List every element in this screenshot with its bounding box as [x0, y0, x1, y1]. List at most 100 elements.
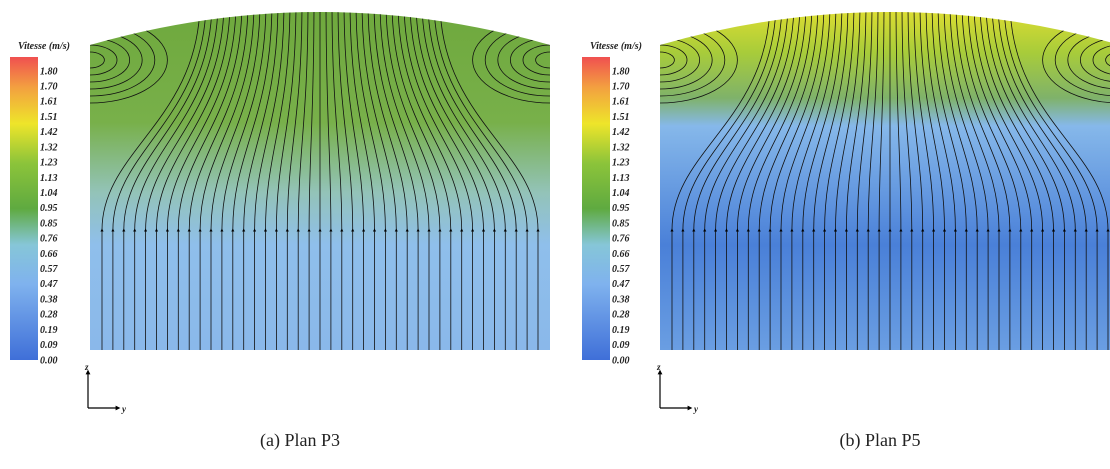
streamline: [263, 12, 291, 350]
streamline: [252, 12, 285, 350]
streamline: [961, 12, 1023, 350]
streamline: [913, 12, 936, 350]
colorbar-tick-label: 0.76: [40, 234, 58, 245]
colorbar-tick-label: 1.42: [612, 127, 630, 138]
streamline: [681, 12, 777, 350]
streamline: [925, 12, 958, 350]
streamline: [209, 12, 261, 350]
colorbar-tick-label: 0.47: [40, 279, 59, 290]
streamline: [176, 12, 243, 350]
colorbar-tick-label: 1.13: [40, 173, 58, 184]
vortex: [660, 44, 688, 76]
streamline: [866, 12, 879, 350]
streamline: [154, 12, 231, 350]
colorbar-tick-label: 1.51: [612, 112, 630, 123]
caption: (b) Plan P5: [840, 430, 921, 451]
streamline: [703, 12, 789, 350]
flow-field: [660, 12, 1110, 350]
streamline: [385, 12, 442, 350]
streamline: [991, 12, 1077, 350]
streamline: [100, 12, 201, 350]
colorbar-tick-label: 1.42: [40, 127, 58, 138]
axis-label: z: [84, 362, 89, 372]
streamline: [713, 12, 795, 350]
colorbar-tick-label: 0.38: [612, 294, 630, 305]
streamline: [670, 12, 771, 350]
flow-field: [90, 12, 550, 350]
streamline: [757, 12, 819, 350]
streamline: [801, 12, 843, 350]
streamline: [931, 12, 968, 350]
streamline: [724, 12, 801, 350]
streamline: [331, 12, 344, 350]
streamline: [367, 12, 409, 350]
streamline: [746, 12, 813, 350]
panel: Vitesse (m/s) 1.80 1.70 1.61 1.51 1.42 1.32 1.2…: [582, 12, 1110, 451]
streamline: [187, 12, 249, 350]
colorbar-tick-label: 0.95: [612, 203, 630, 214]
colorbar-tick-label: 1.61: [40, 97, 58, 108]
streamline: [907, 12, 925, 350]
colorbar-tick-label: 1.32: [40, 142, 58, 153]
streamline: [997, 12, 1088, 350]
colorbar-tick-label: 0.00: [612, 355, 630, 366]
streamline: [895, 12, 903, 350]
streamline: [790, 12, 837, 350]
streamline: [735, 12, 807, 350]
streamline: [242, 12, 279, 350]
streamline: [855, 12, 873, 350]
colorbar-tick-label: 0.28: [40, 310, 58, 321]
streamline: [943, 12, 990, 350]
colorbar-tick-label: 1.80: [612, 66, 630, 77]
streamline: [439, 12, 540, 350]
colorbar-tick-label: 0.66: [40, 249, 58, 260]
streamline: [373, 12, 420, 350]
streamline: [403, 12, 475, 350]
colorbar-tick-label: 1.04: [612, 188, 630, 199]
streamline: [325, 12, 333, 350]
streamline: [409, 12, 486, 350]
streamline: [307, 12, 315, 350]
colorbar: [582, 57, 610, 360]
vortex: [522, 44, 550, 76]
colorbar-title: Vitesse (m/s): [18, 41, 70, 52]
colorbar-tick-label: 1.13: [612, 173, 630, 184]
streamline: [433, 12, 529, 350]
colorbar-tick-label: 0.28: [612, 310, 630, 321]
colorbar-tick-label: 0.76: [612, 234, 630, 245]
velocity-map: [660, 12, 1110, 350]
streamline: [967, 12, 1034, 350]
streamline: [973, 12, 1045, 350]
colorbar-tick-label: 0.09: [40, 340, 58, 351]
streamline: [937, 12, 979, 350]
streamline: [979, 12, 1056, 350]
colorbar-tick-label: 0.57: [612, 264, 631, 275]
streamline: [779, 12, 831, 350]
axis-label: y: [693, 404, 699, 414]
streamline: [343, 12, 366, 350]
streamline: [391, 12, 453, 350]
streamline: [1003, 12, 1099, 350]
colorbar-tick-label: 1.61: [612, 97, 630, 108]
colorbar-tick-label: 0.19: [612, 325, 630, 336]
axis-label: z: [656, 362, 661, 372]
streamline: [1009, 12, 1110, 350]
streamline: [415, 12, 497, 350]
streamline: [337, 12, 355, 350]
vortex: [90, 51, 105, 69]
streamline: [833, 12, 861, 350]
streamline: [165, 12, 237, 350]
streamline: [133, 12, 219, 350]
streamline: [768, 12, 825, 350]
streamline: [274, 12, 297, 350]
colorbar-tick-label: 1.32: [612, 142, 630, 153]
colorbar-tick-label: 0.57: [40, 264, 59, 275]
streamline: [901, 12, 914, 350]
caption: (a) Plan P3: [260, 430, 340, 451]
streamline: [355, 12, 388, 350]
streamline: [231, 12, 273, 350]
vortex: [1092, 44, 1110, 76]
streamline: [296, 12, 309, 350]
vortex: [90, 44, 118, 76]
